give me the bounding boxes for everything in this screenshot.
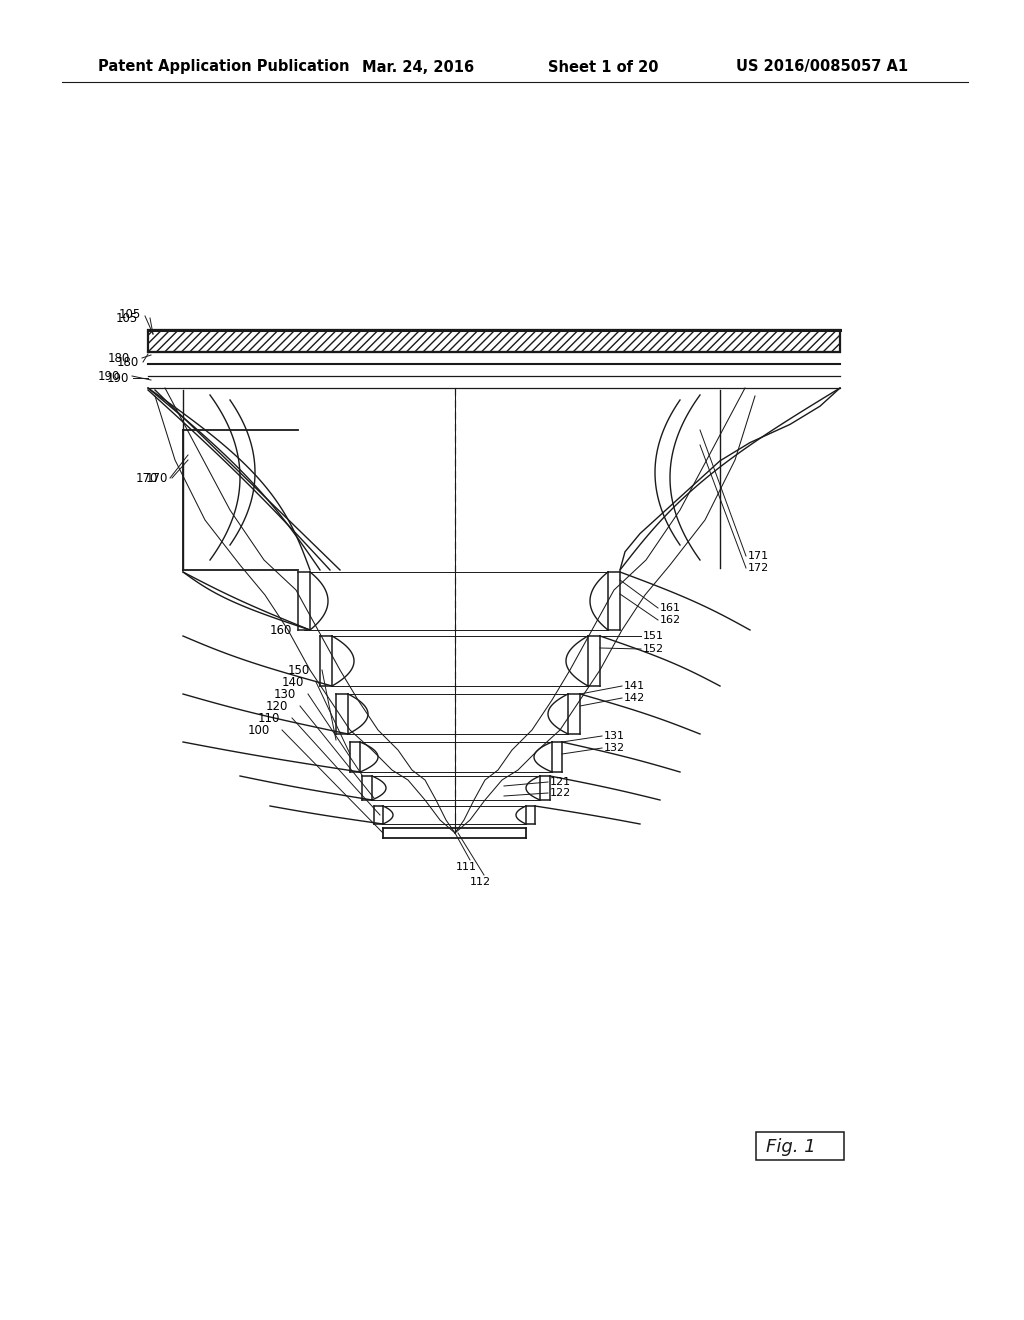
Text: 172: 172 xyxy=(748,564,769,573)
Text: 120: 120 xyxy=(265,700,288,713)
Text: 150: 150 xyxy=(288,664,310,676)
Text: 152: 152 xyxy=(643,644,665,653)
Text: 105: 105 xyxy=(119,308,141,321)
Text: 111: 111 xyxy=(456,862,476,873)
Text: 160: 160 xyxy=(269,623,292,636)
Text: 180: 180 xyxy=(117,355,139,368)
Text: 132: 132 xyxy=(604,743,625,752)
Text: 180: 180 xyxy=(108,351,130,364)
Text: 131: 131 xyxy=(604,731,625,741)
Bar xyxy=(148,330,840,352)
Text: Sheet 1 of 20: Sheet 1 of 20 xyxy=(548,59,658,74)
Text: Fig. 1: Fig. 1 xyxy=(766,1138,816,1156)
Text: 110: 110 xyxy=(258,711,280,725)
Text: 122: 122 xyxy=(550,788,571,799)
Text: 142: 142 xyxy=(624,693,645,704)
Text: 190: 190 xyxy=(97,370,120,383)
Text: 171: 171 xyxy=(748,550,769,561)
Text: 190: 190 xyxy=(106,371,129,384)
Text: 130: 130 xyxy=(273,688,296,701)
Text: 140: 140 xyxy=(282,676,304,689)
Text: US 2016/0085057 A1: US 2016/0085057 A1 xyxy=(736,59,908,74)
Text: 121: 121 xyxy=(550,777,571,787)
Text: 151: 151 xyxy=(643,631,664,642)
Text: 112: 112 xyxy=(469,876,490,887)
Text: 170: 170 xyxy=(135,471,158,484)
Text: 170: 170 xyxy=(145,471,168,484)
Text: 100: 100 xyxy=(248,723,270,737)
Text: 141: 141 xyxy=(624,681,645,690)
Text: 161: 161 xyxy=(660,603,681,612)
Bar xyxy=(756,1133,844,1160)
Text: 105: 105 xyxy=(116,312,138,325)
Text: Mar. 24, 2016: Mar. 24, 2016 xyxy=(362,59,474,74)
Text: 162: 162 xyxy=(660,615,681,624)
Text: Patent Application Publication: Patent Application Publication xyxy=(98,59,349,74)
